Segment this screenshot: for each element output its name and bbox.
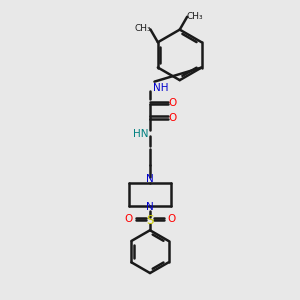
Text: O: O	[167, 214, 175, 224]
Text: CH₃: CH₃	[187, 12, 203, 21]
Text: S: S	[146, 214, 154, 227]
Text: N: N	[146, 173, 154, 184]
Text: CH₃: CH₃	[134, 24, 151, 33]
Text: O: O	[169, 112, 177, 123]
Text: N: N	[146, 202, 154, 212]
Text: O: O	[169, 98, 177, 108]
Text: HN: HN	[133, 129, 148, 139]
Text: O: O	[124, 214, 133, 224]
Text: NH: NH	[153, 82, 168, 93]
